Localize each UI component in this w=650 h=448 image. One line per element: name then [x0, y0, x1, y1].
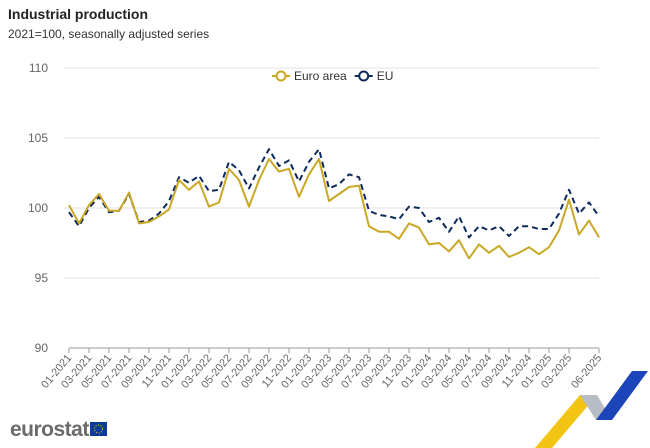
- legend-marker: [275, 70, 287, 82]
- eurostat-logo: eurostat: [10, 418, 89, 441]
- legend-label: EU: [377, 69, 394, 83]
- y-tick-label: 110: [29, 61, 48, 75]
- y-tick-label: 95: [35, 271, 49, 285]
- chart-subtitle: 2021=100, seasonally adjusted series: [8, 27, 210, 41]
- series-line-euro-area: [68, 158, 600, 260]
- chart-title: Industrial production: [8, 6, 148, 22]
- series-line-eu: [68, 148, 600, 239]
- legend-marker: [358, 70, 370, 82]
- eu-flag-icon: [90, 422, 107, 436]
- y-tick-label: 90: [35, 341, 49, 355]
- x-tick-label: 06-2025: [569, 352, 604, 391]
- y-tick-label: 105: [28, 131, 48, 145]
- y-tick-label: 100: [28, 201, 48, 215]
- ribbon-blue-shape: [596, 371, 648, 420]
- legend-label: Euro area: [294, 69, 347, 83]
- ribbon-yellow-shape: [535, 395, 597, 448]
